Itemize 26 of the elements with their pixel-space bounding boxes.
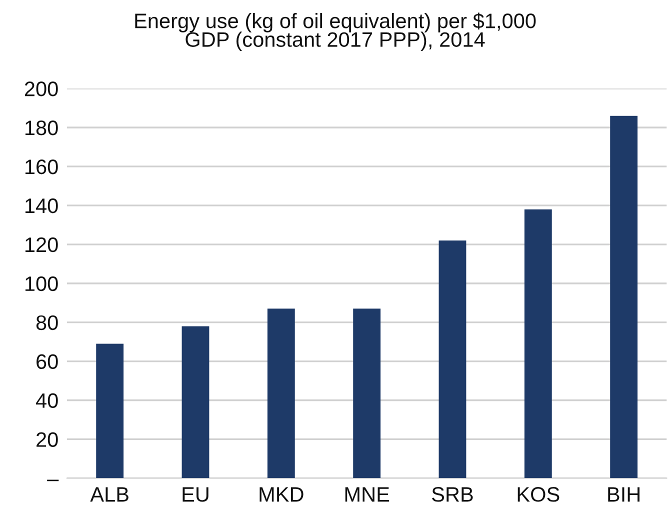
y-tick-label: 40 (36, 393, 58, 408)
y-tick-label: 140 (26, 198, 58, 214)
bar (353, 308, 381, 478)
x-tick-label: ALB (90, 487, 128, 502)
bar (438, 240, 466, 478)
y-tick-label: 60 (36, 354, 58, 370)
x-tick-label: BIH (608, 487, 640, 502)
bar (267, 308, 295, 478)
y-tick-label: 20 (36, 432, 58, 447)
y-tick-label: 80 (36, 315, 58, 330)
y-tick-label: 100 (26, 276, 58, 292)
bar (610, 116, 638, 478)
x-tick-label: KOS (518, 487, 560, 502)
chart-title: Energy use (kg of oil equivalent) per $1,000 GDP (constant 2017 PPP), 2014 (135, 12, 536, 52)
bar (96, 344, 124, 478)
y-tick-label: 120 (26, 237, 58, 252)
x-tick-label: MNE (345, 487, 390, 502)
y-tick-label: 180 (26, 120, 58, 136)
y-tick-label: – (47, 480, 59, 482)
x-tick-label: EU (182, 487, 208, 502)
bar (524, 209, 552, 478)
y-tick-label: 160 (26, 159, 58, 174)
y-tick-label: 200 (24, 82, 58, 96)
x-tick-label: SRB (432, 487, 473, 502)
x-tick-label: MKD (260, 487, 304, 502)
bar (182, 326, 210, 478)
